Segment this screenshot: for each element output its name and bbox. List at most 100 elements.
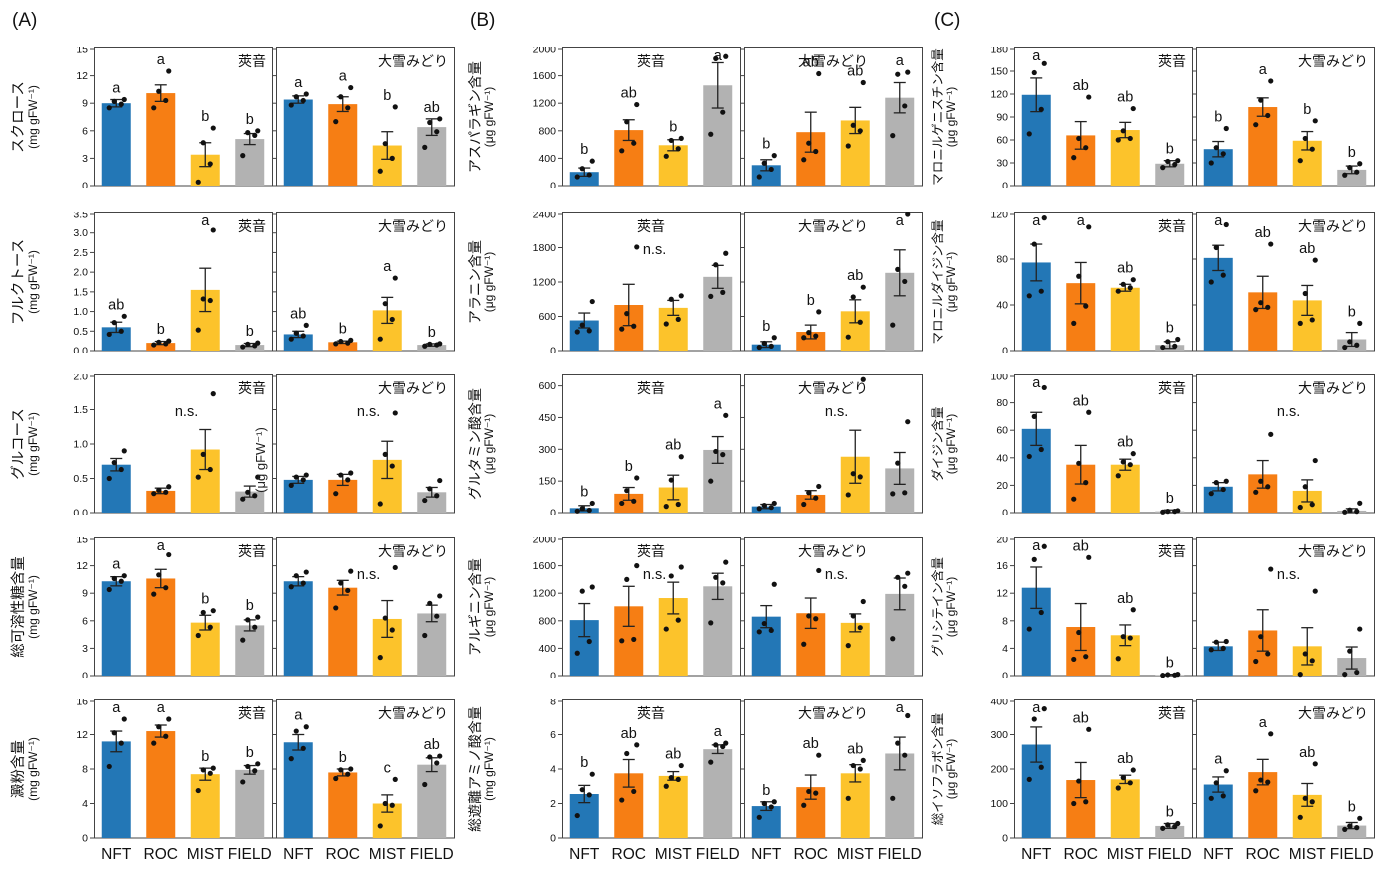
data-point: [579, 588, 585, 594]
data-point: [252, 132, 258, 138]
y-tick-label: 4: [550, 764, 556, 776]
data-point: [850, 613, 856, 619]
data-point: [574, 812, 580, 819]
x-tick-label: NFT: [1203, 846, 1234, 863]
chart-B2: 0 600 1200 1800 2400 n.s. 莢音 b b ab a 大雪みどり: [533, 212, 923, 353]
data-point: [118, 101, 124, 107]
data-point: [1127, 635, 1133, 641]
sig-letter: ab: [1255, 225, 1271, 241]
bar-field: [417, 613, 447, 676]
bar-mist: [1110, 287, 1140, 351]
sig-letter: b: [1214, 110, 1222, 126]
sig-letter: a: [112, 81, 121, 97]
data-point: [1213, 145, 1219, 151]
sig-letter: a: [714, 396, 723, 412]
data-point: [631, 323, 637, 329]
data-point: [675, 146, 681, 152]
x-tick-label: ROC: [1246, 846, 1280, 863]
data-point: [1130, 451, 1136, 457]
data-point: [111, 460, 117, 466]
cultivar-label: 大雪みどり: [1298, 53, 1368, 69]
data-point: [1160, 509, 1166, 515]
data-point: [1265, 484, 1271, 490]
data-point: [240, 344, 246, 350]
y-axis-label: スクロース (mg gFW⁻¹): [11, 46, 40, 188]
data-point: [589, 298, 595, 305]
chart-B1: 0 400 800 1200 1600 2000 b ab b a 莢音 b ab ab a 大雪みどり: [533, 47, 923, 188]
data-point: [1312, 257, 1318, 263]
sig-letter: ab: [847, 64, 863, 80]
data-point: [434, 129, 440, 135]
sig-letter: b: [246, 112, 254, 128]
cultivar-label: 莢音: [238, 218, 266, 234]
bar-roc: [146, 731, 176, 838]
data-point: [210, 608, 216, 614]
panel-border: [276, 699, 455, 839]
data-point: [1302, 135, 1308, 142]
data-point: [427, 600, 433, 606]
data-point: [300, 745, 306, 751]
y-tick-label: 0: [1002, 508, 1008, 516]
data-point: [151, 105, 157, 111]
y-tick-label: 0: [82, 833, 88, 845]
chart-B4: 0 400 800 1200 1600 2000 n.s. 莢音 n.s. 大雪みどり: [533, 537, 923, 678]
y-tick-label: 800: [538, 615, 556, 627]
bar-field: [703, 586, 733, 676]
y-tick-label: 120: [990, 212, 1008, 221]
data-point: [756, 629, 762, 635]
y-tick-label: 100: [990, 374, 1008, 383]
y-tick-label: 9: [82, 98, 88, 110]
data-point: [771, 335, 777, 341]
bar-mist: [190, 622, 220, 676]
y-tick-label: 6: [82, 125, 88, 137]
bar-nft: [101, 741, 131, 838]
y-tick-label: 1.5: [73, 286, 88, 298]
data-point: [813, 790, 819, 796]
data-point: [1354, 169, 1360, 175]
sig-letter: ab: [621, 726, 637, 742]
sig-letter: b: [762, 783, 770, 799]
data-point: [675, 776, 681, 782]
bar-nft: [751, 806, 781, 838]
data-point: [255, 340, 261, 346]
chart-C3: 0 20 40 60 80 100 a ab ab b 莢音 n.s. 大雪みどり: [990, 374, 1375, 516]
data-point: [902, 103, 908, 109]
data-point: [392, 275, 398, 281]
data-point: [422, 497, 428, 504]
data-point: [857, 766, 863, 772]
sig-letter: b: [383, 88, 391, 104]
sig-letter: a: [383, 259, 392, 275]
data-point: [1031, 556, 1037, 562]
data-point: [303, 91, 309, 97]
data-point: [850, 294, 856, 300]
sig-letter: a: [896, 700, 905, 716]
data-point: [1253, 788, 1259, 794]
y-axis-unit: (μg gFW⁻¹): [944, 413, 959, 475]
data-point: [1220, 793, 1226, 799]
data-point: [156, 88, 162, 94]
data-point: [850, 122, 856, 128]
sig-letter: ab: [1117, 90, 1133, 106]
data-point: [771, 153, 777, 159]
y-tick-label: 100: [990, 798, 1008, 810]
data-point: [333, 775, 339, 782]
data-point: [619, 326, 625, 332]
sig-letter: a: [1032, 538, 1041, 554]
data-point: [1208, 160, 1214, 166]
data-point: [1213, 244, 1219, 251]
data-point: [579, 322, 585, 328]
data-point: [895, 266, 901, 272]
bar-roc: [1248, 107, 1278, 186]
data-point: [806, 613, 812, 619]
x-tick-label: FIELD: [228, 846, 272, 863]
data-point: [813, 495, 819, 501]
data-point: [723, 740, 729, 746]
data-point: [151, 591, 157, 597]
data-point: [860, 79, 866, 86]
y-tick-label: 6: [550, 729, 556, 741]
data-point: [1086, 224, 1092, 230]
data-point: [586, 328, 592, 334]
y-tick-label: 9: [82, 588, 88, 600]
data-point: [348, 470, 354, 476]
